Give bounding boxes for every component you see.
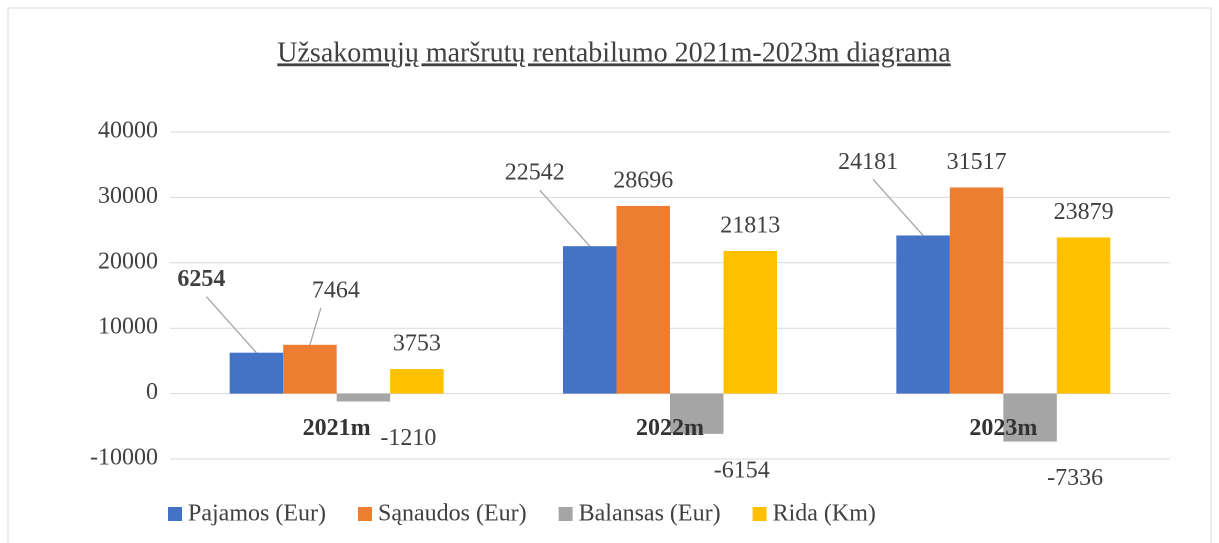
data-label: 22542: [505, 160, 565, 186]
data-label: 23879: [1054, 199, 1114, 225]
leader-line: [205, 296, 257, 354]
bar: [563, 246, 617, 394]
bar: [336, 393, 391, 402]
x-tick-label: 2023m: [969, 415, 1037, 441]
bar: [670, 393, 724, 434]
data-label: 21813: [720, 212, 780, 238]
data-label: 24181: [838, 149, 898, 175]
legend-swatch: [357, 507, 372, 521]
legend-label: Pajamos (Eur): [188, 501, 326, 527]
y-tick-label: 40000: [98, 118, 158, 144]
leader-line: [539, 189, 591, 247]
bar: [949, 187, 1004, 394]
x-tick-label: 2022m: [636, 415, 704, 441]
legend-swatch: [168, 507, 182, 521]
legend-swatch: [558, 507, 573, 521]
data-label: 6254: [177, 266, 225, 292]
data-label: 31517: [947, 149, 1007, 175]
bar: [1056, 237, 1111, 394]
legend-label: Sąnaudos (Eur): [378, 501, 527, 527]
data-label: 3753: [393, 331, 441, 357]
legend-label: Rida (Km): [773, 501, 876, 527]
bar: [616, 205, 670, 394]
leader-line: [309, 307, 322, 345]
bar: [390, 369, 444, 394]
leader-line: [872, 179, 924, 236]
bar: [723, 250, 777, 394]
data-label: -1210: [380, 425, 436, 451]
bar: [283, 344, 337, 394]
bar: [229, 352, 284, 394]
y-tick-label: 30000: [98, 183, 158, 209]
legend-label: Balansas (Eur): [579, 501, 721, 527]
data-label: -6154: [714, 457, 770, 483]
data-label: -7336: [1047, 465, 1103, 491]
y-tick-label: 20000: [98, 248, 158, 274]
y-tick-label: 10000: [98, 314, 158, 340]
bar: [896, 235, 950, 394]
bar: [1003, 393, 1057, 442]
x-tick-label: 2021m: [303, 415, 371, 441]
legend-swatch: [752, 507, 767, 521]
data-label: 7464: [312, 277, 360, 303]
y-tick-label: -10000: [90, 445, 158, 471]
chart-title: Užsakomųjų maršrutų rentabilumo 2021m-20…: [277, 37, 951, 68]
data-label: 28696: [613, 167, 673, 193]
y-tick-label: 0: [146, 379, 158, 405]
